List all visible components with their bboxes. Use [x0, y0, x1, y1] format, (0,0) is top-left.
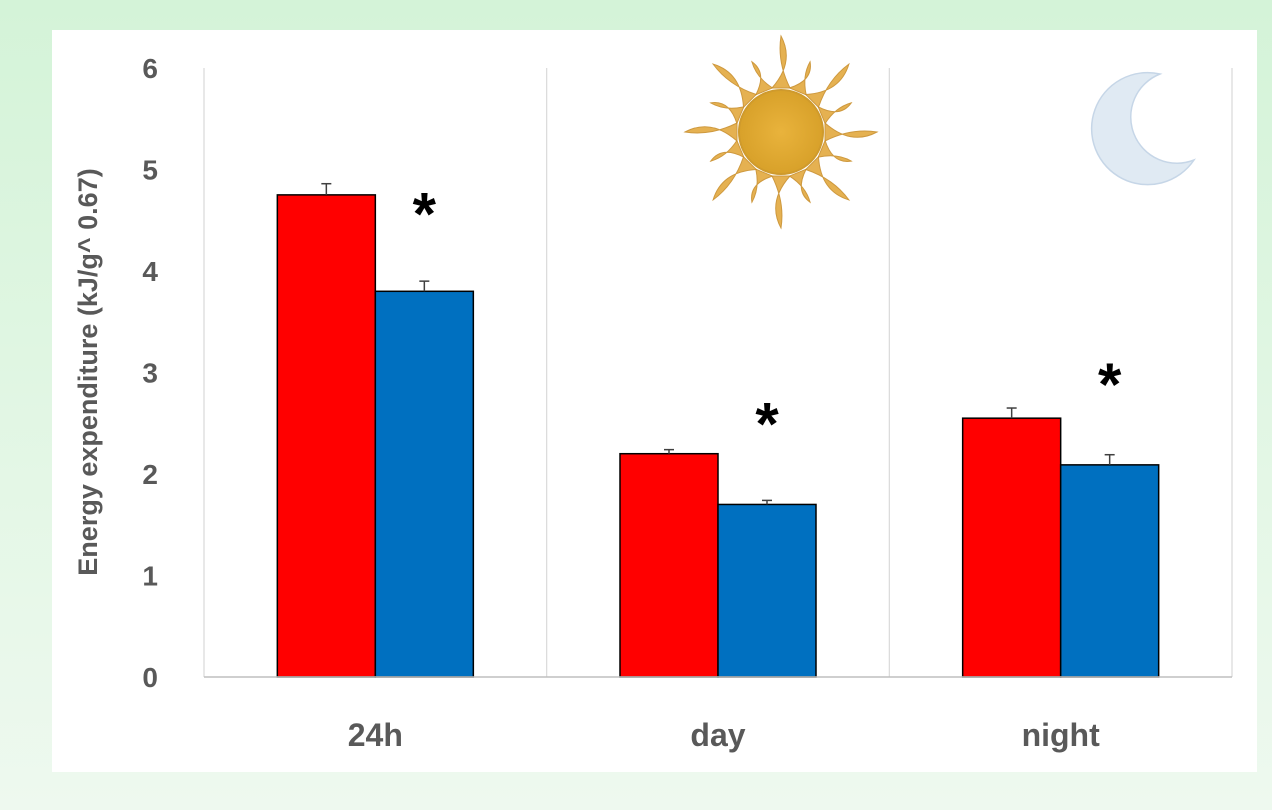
x-tick-label: night [1022, 717, 1101, 753]
significance-marker: * [1098, 351, 1122, 418]
sun-ray [804, 62, 850, 109]
sun-ray [751, 60, 774, 96]
y-axis-label: Energy expenditure (kJ/g^ 0.67) [73, 168, 103, 575]
y-tick-label: 5 [142, 155, 158, 186]
y-tick-label: 1 [142, 561, 158, 592]
y-tick-label: 6 [142, 53, 158, 84]
sun-icon [683, 34, 879, 230]
sun-ray [771, 175, 792, 230]
sun-ray [712, 155, 758, 202]
sun-ray [788, 168, 811, 204]
sun-ray [683, 122, 738, 143]
sun-ray [824, 121, 879, 142]
sun-ray [751, 168, 774, 204]
x-tick-label: 24h [348, 717, 403, 753]
moon-icon [1090, 71, 1196, 186]
x-tick-label: day [690, 717, 745, 753]
y-tick-label: 4 [142, 256, 158, 287]
sun-ray [804, 155, 851, 201]
y-tick-label: 3 [142, 358, 158, 389]
sun-ray [711, 63, 758, 109]
bar-day-series-1 [619, 452, 719, 678]
y-tick-label: 0 [142, 662, 158, 693]
sun-ray [770, 34, 791, 89]
bar-24h-series-1 [276, 194, 377, 678]
bar-day-series-2 [717, 503, 817, 678]
bar-night-series-1 [961, 417, 1062, 678]
sun-ray [817, 102, 853, 125]
bar-24h-series-2 [374, 290, 475, 678]
bar-night-series-2 [1059, 464, 1160, 678]
sun-ray [788, 60, 811, 96]
sun-ray [709, 139, 745, 162]
significance-marker: * [755, 390, 779, 457]
sun-ray [709, 102, 745, 125]
y-tick-label: 2 [142, 459, 158, 490]
sun-ray [817, 139, 853, 162]
moon-crescent [1090, 71, 1196, 186]
sun-disc [738, 89, 824, 175]
significance-marker: * [413, 180, 437, 247]
